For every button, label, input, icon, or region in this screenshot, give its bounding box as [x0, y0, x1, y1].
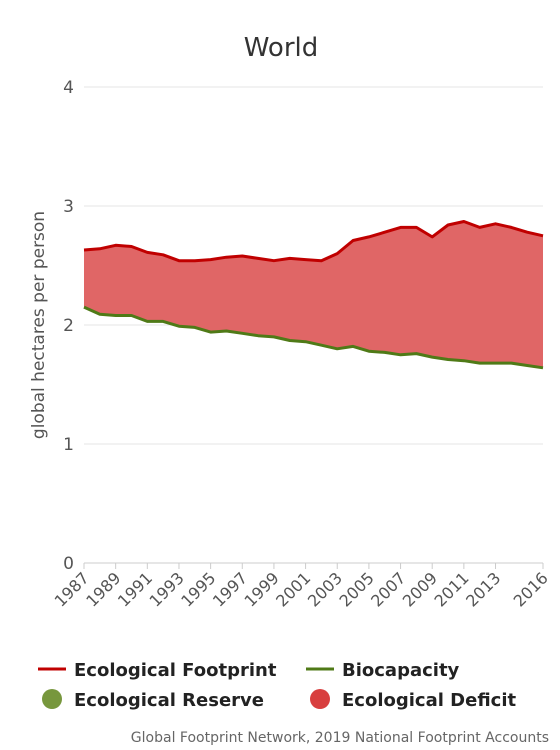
x-tick-label-2003: 2003 [304, 568, 346, 610]
biocapacity-line [83, 305, 544, 370]
ecological-footprint-line [83, 220, 544, 263]
x-tick-label-2011: 2011 [430, 568, 472, 610]
x-tick-label-1995: 1995 [177, 568, 219, 610]
legend-footprint-label: Ecological Footprint [74, 660, 277, 681]
y-axis-title: global hectares per person [29, 211, 49, 439]
legend-reserve-label: Ecological Reserve [74, 690, 264, 711]
legend: Ecological Footprint Biocapacity Ecologi… [38, 660, 517, 711]
x-tick-label-2007: 2007 [367, 568, 409, 610]
legend-reserve-dot [42, 689, 62, 709]
legend-item-footprint[interactable]: Ecological Footprint [38, 660, 277, 681]
x-tick-label-1991: 1991 [114, 568, 156, 610]
legend-item-reserve[interactable]: Ecological Reserve [42, 689, 264, 711]
x-tick-labels: 1987198919911993199519971999200120032005… [51, 563, 552, 611]
ecological-deficit-area [84, 221, 543, 368]
credits[interactable]: Global Footprint Network, 2019 National … [131, 730, 549, 746]
series-layer [83, 220, 544, 370]
x-tick-label-1993: 1993 [146, 568, 188, 610]
y-tick-labels: 0 1 2 3 4 [63, 78, 74, 574]
x-tick-label-2005: 2005 [335, 568, 377, 610]
chart-title: World [244, 33, 319, 63]
x-tick-label-1987: 1987 [51, 568, 93, 610]
legend-item-deficit[interactable]: Ecological Deficit [310, 689, 517, 711]
y-tick-label-4: 4 [63, 78, 74, 98]
deficit-area-layer [84, 221, 543, 368]
legend-item-biocapacity[interactable]: Biocapacity [306, 660, 460, 681]
y-tick-label-0: 0 [63, 554, 74, 574]
x-tick-label-1997: 1997 [209, 568, 251, 610]
x-tick-label-2016: 2016 [510, 568, 552, 610]
y-tick-label-2: 2 [63, 316, 74, 336]
legend-deficit-label: Ecological Deficit [342, 690, 517, 711]
x-tick-label-2001: 2001 [272, 568, 314, 610]
legend-biocapacity-label: Biocapacity [342, 660, 460, 681]
x-tick-label-2013: 2013 [462, 568, 504, 610]
y-tick-label-3: 3 [63, 197, 74, 217]
y-tick-label-1: 1 [63, 435, 74, 455]
legend-deficit-dot [310, 689, 330, 709]
x-tick-label-1989: 1989 [82, 568, 124, 610]
x-tick-label-1999: 1999 [241, 568, 283, 610]
x-tick-label-2009: 2009 [399, 568, 441, 610]
